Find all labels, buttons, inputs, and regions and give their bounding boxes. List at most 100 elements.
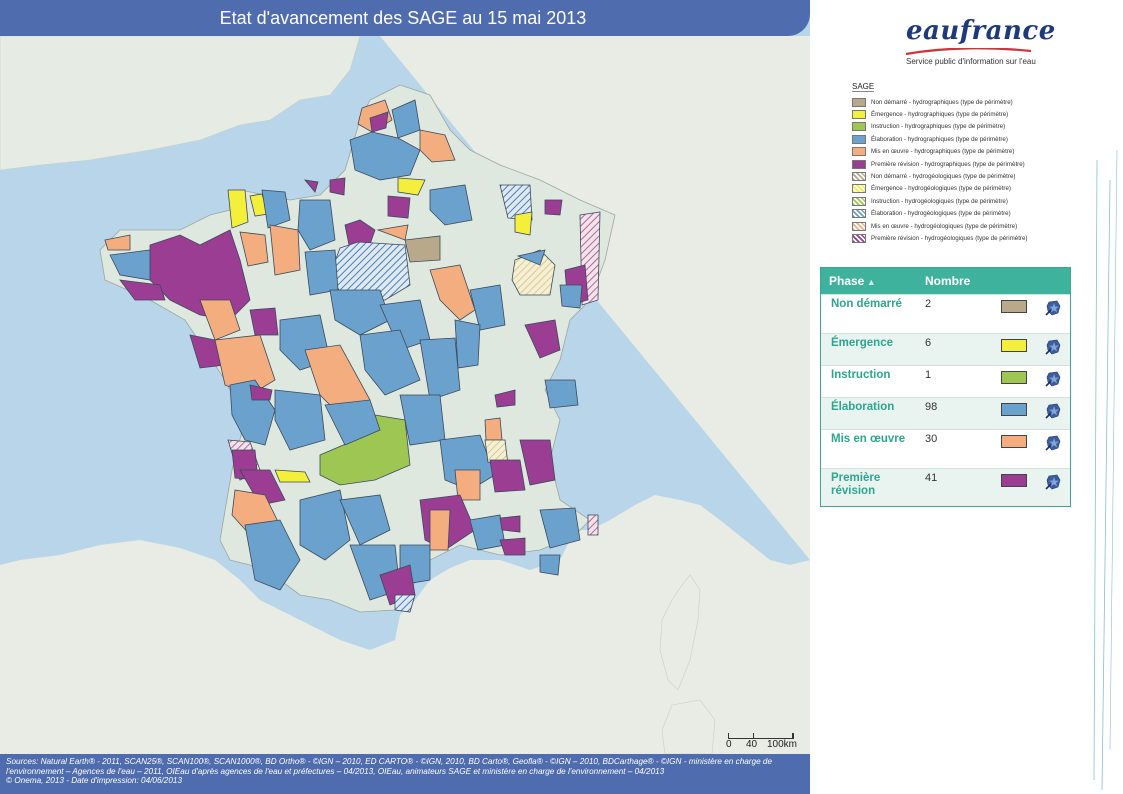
map-legend: SAGE Non démarré - hydrographiques (type… xyxy=(852,76,1062,245)
footer-sources-line2: l'environnement – Agences de l'eau – 201… xyxy=(6,766,665,776)
sage-perimeter xyxy=(109,249,151,281)
scale-tick xyxy=(753,733,754,738)
sage-perimeter xyxy=(199,299,241,341)
sage-perimeter xyxy=(539,507,581,549)
sage-perimeter xyxy=(419,337,461,401)
zoom-to-map-icon[interactable] xyxy=(1045,370,1063,388)
legend-label: Mis en œuvre - hydrographiques (type de … xyxy=(871,148,1015,156)
sage-perimeter xyxy=(304,249,339,296)
sage-perimeter xyxy=(397,177,426,196)
sage-perimeters[interactable] xyxy=(104,99,601,613)
legend-title: SAGE xyxy=(852,82,875,92)
decorative-lines xyxy=(1093,150,1118,790)
phase-count: 2 xyxy=(925,298,932,310)
sage-perimeter xyxy=(539,554,561,576)
table-row: Première révision 41 xyxy=(821,468,1070,506)
legend-swatch xyxy=(852,209,866,219)
zoom-to-map-icon[interactable] xyxy=(1045,473,1063,491)
sage-perimeter xyxy=(349,131,421,181)
table-row: Non démarré 2 xyxy=(821,294,1070,333)
sage-perimeter xyxy=(249,384,273,401)
land-corsica xyxy=(659,574,701,691)
map-footer: Sources: Natural Earth® - 2011, SCAN25®,… xyxy=(0,754,810,794)
phase-link[interactable]: Non démarré xyxy=(831,298,902,310)
sage-perimeter xyxy=(544,379,579,409)
legend-item: Émergence - hydrographiques (type de pér… xyxy=(852,108,1062,120)
sage-perimeter xyxy=(149,229,251,321)
phase-count: 98 xyxy=(925,401,938,413)
phase-link[interactable]: Émergence xyxy=(831,337,894,349)
sage-perimeter xyxy=(297,199,336,251)
column-header-phase-label: Phase xyxy=(829,274,865,288)
table-row: Instruction 1 xyxy=(821,365,1070,397)
footer-copyright: © Onema, 2013 - Date d'impression: 04/06… xyxy=(6,776,182,785)
sage-perimeter xyxy=(499,184,533,221)
phase-count: 6 xyxy=(925,337,932,349)
scale-tick xyxy=(792,733,793,738)
phase-table: Phase ▲ Nombre Non démarré 2 Émergence 6 Ins… xyxy=(820,267,1071,507)
legend-swatch xyxy=(852,110,866,120)
sage-perimeter xyxy=(469,284,506,331)
legend-swatch xyxy=(852,122,866,132)
sage-perimeter xyxy=(119,279,166,301)
sort-ascending-icon[interactable]: ▲ xyxy=(864,277,876,287)
legend-label: Première révision - hydrogéologiques (ty… xyxy=(871,234,1028,242)
sage-perimeter xyxy=(429,184,473,226)
sage-map[interactable] xyxy=(0,0,810,794)
table-row: Élaboration 98 xyxy=(821,397,1070,429)
legend-item: Instruction - hydrographiques (type de p… xyxy=(852,121,1062,133)
eaufrance-logo[interactable]: eaufrance Service public d'information s… xyxy=(900,14,1055,70)
legend-swatch xyxy=(852,147,866,157)
sage-perimeter xyxy=(516,249,546,266)
sage-perimeter xyxy=(274,469,311,483)
legend-swatch xyxy=(852,233,866,243)
column-header-phase[interactable]: Phase ▲ xyxy=(821,274,919,288)
sage-perimeter xyxy=(104,234,131,251)
phase-color-swatch xyxy=(1001,300,1027,313)
sage-perimeter xyxy=(544,199,563,216)
sage-perimeter xyxy=(227,189,249,229)
sage-perimeter xyxy=(511,249,556,296)
legend-label: Non démarré - hydrogéologiques (type de … xyxy=(871,173,1016,181)
phase-count: 41 xyxy=(925,472,938,484)
table-row: Émergence 6 xyxy=(821,333,1070,365)
sage-perimeter xyxy=(376,224,409,241)
phase-color-swatch xyxy=(1001,474,1027,487)
legend-swatch xyxy=(852,221,866,231)
phase-link[interactable]: Mis en œuvre xyxy=(831,433,906,445)
legend-label: Élaboration - hydrogéologiques (type de … xyxy=(871,210,1011,218)
phase-link[interactable]: Élaboration xyxy=(831,401,895,413)
map-title-bar: Etat d'avancement des SAGE au 15 mai 201… xyxy=(0,0,810,36)
zoom-to-map-icon[interactable] xyxy=(1045,299,1063,317)
legend-label: Émergence - hydrographiques (type de pér… xyxy=(871,111,1009,119)
scale-label-40: 40 xyxy=(746,739,758,750)
scale-tick xyxy=(728,733,729,738)
footer-sources-line1: Sources: Natural Earth® - 2011, SCAN25®,… xyxy=(6,757,773,766)
phase-color-swatch xyxy=(1001,371,1027,384)
legend-item: Émergence - hydrogéologiques (type de pé… xyxy=(852,183,1062,195)
sage-perimeter xyxy=(519,439,556,486)
map-panel[interactable]: Etat d'avancement des SAGE au 15 mai 201… xyxy=(0,0,810,794)
sage-perimeter xyxy=(274,389,326,451)
phase-link[interactable]: Première révision xyxy=(831,472,881,497)
zoom-to-map-icon[interactable] xyxy=(1045,402,1063,420)
sage-perimeter xyxy=(239,231,269,267)
legend-swatch xyxy=(852,159,866,169)
sage-perimeter xyxy=(387,195,411,219)
sage-perimeter xyxy=(299,489,351,561)
column-header-count[interactable]: Nombre xyxy=(925,274,971,288)
sage-perimeter xyxy=(514,211,533,236)
zoom-to-map-icon[interactable] xyxy=(1045,338,1063,356)
sage-perimeter xyxy=(587,514,599,536)
legend-label: Instruction - hydrogéologiques (type de … xyxy=(871,197,1008,205)
zoom-to-map-icon[interactable] xyxy=(1045,434,1063,452)
legend-item: Première révision - hydrogéologiques (ty… xyxy=(852,232,1062,244)
sage-perimeter xyxy=(559,284,583,309)
sage-perimeter xyxy=(369,111,389,133)
phase-count: 30 xyxy=(925,433,938,445)
scale-label-0: 0 xyxy=(726,739,732,750)
logo-swoosh-icon xyxy=(906,48,1031,56)
phase-link[interactable]: Instruction xyxy=(831,369,891,381)
sage-perimeter xyxy=(329,289,391,336)
sage-perimeter xyxy=(439,434,496,491)
